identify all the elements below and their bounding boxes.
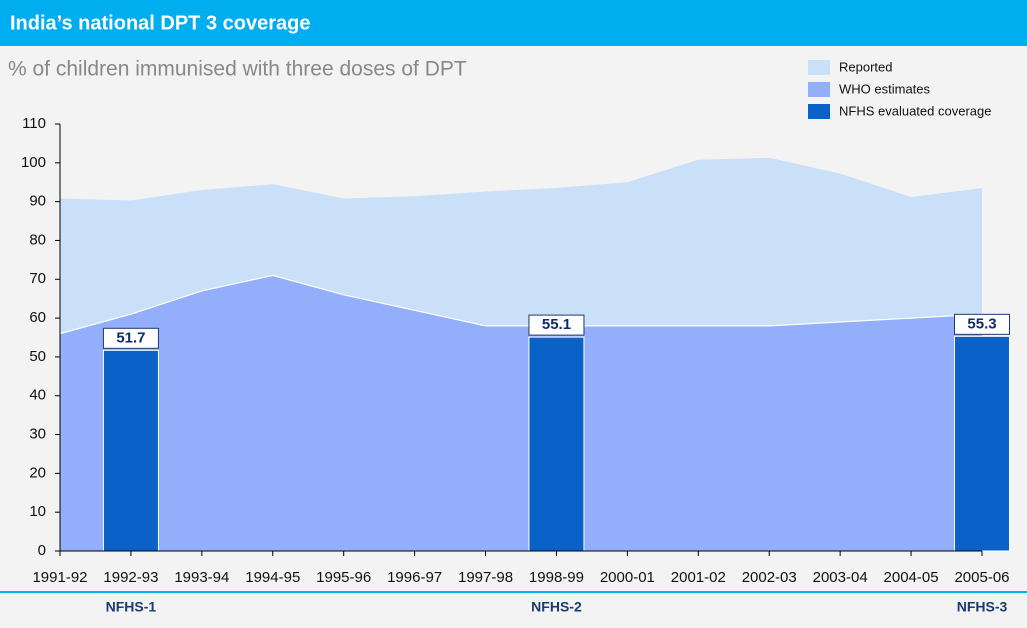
x-tick-label: 2004-05: [884, 569, 939, 586]
data-label: 51.7: [116, 329, 145, 346]
y-tick-label: 70: [29, 270, 46, 287]
chart-title: India’s national DPT 3 coverage: [10, 12, 310, 34]
legend-swatch: [808, 82, 830, 97]
area-edge: [59, 274, 983, 335]
x-tick-label: 2000-01: [600, 569, 655, 586]
x-tick-label: 1994-95: [245, 569, 300, 586]
data-label-box: [954, 313, 1010, 335]
legend-label: WHO estimates: [839, 81, 931, 96]
x-tick-label: 2002-03: [742, 569, 797, 586]
y-tick-label: 10: [29, 503, 46, 520]
x-tick-label: 1998-99: [529, 569, 584, 586]
x-tick-label: 2005-06: [954, 569, 1009, 586]
y-tick-label: 30: [29, 426, 46, 443]
x-tick-label: 1996-97: [387, 569, 442, 586]
y-tick-label: 110: [22, 115, 46, 132]
legend-swatch: [808, 60, 830, 75]
survey-label: NFHS-2: [531, 599, 582, 615]
legend-label: NFHS evaluated coverage: [839, 103, 991, 118]
y-tick-label: 50: [29, 348, 46, 365]
legend-label: Reported: [839, 59, 892, 74]
data-label: 55.1: [542, 316, 571, 333]
y-tick-label: 80: [29, 231, 46, 248]
survey-label: NFHS-3: [957, 599, 1008, 615]
area: [60, 275, 982, 551]
x-tick-label: 1995-96: [316, 569, 371, 586]
title-bar: [0, 0, 1027, 46]
bar: [954, 335, 1010, 552]
chart-subtitle: % of children immunised with three doses…: [8, 58, 467, 81]
bar: [528, 336, 585, 552]
y-tick-label: 0: [38, 542, 46, 559]
x-tick-label: 1992-93: [103, 569, 158, 586]
x-tick-label: 2001-02: [671, 569, 726, 586]
y-tick-label: 60: [29, 309, 46, 326]
survey-label: NFHS-1: [106, 599, 157, 615]
bar: [102, 349, 159, 552]
x-tick-label: 1991-92: [32, 569, 87, 586]
legend-swatch: [808, 104, 830, 119]
data-label-box: [528, 314, 585, 336]
x-tick-label: 2003-04: [813, 569, 868, 586]
y-tick-label: 100: [21, 154, 46, 171]
x-tick-label: 1997-98: [458, 569, 513, 586]
y-tick-label: 20: [29, 464, 46, 481]
y-tick-label: 40: [29, 387, 46, 404]
data-label: 55.3: [967, 315, 996, 332]
x-tick-label: 1993-94: [174, 569, 229, 586]
data-label-box: [102, 327, 159, 349]
y-tick-label: 90: [29, 193, 46, 210]
